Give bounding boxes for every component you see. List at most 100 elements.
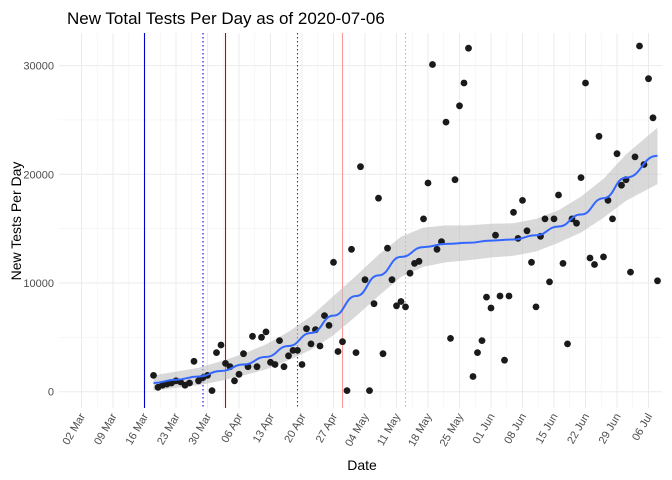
y-axis-ticks: 0 10000 20000 30000	[23, 61, 54, 399]
data-point	[483, 293, 490, 301]
data-point	[415, 257, 423, 265]
data-point	[339, 338, 346, 346]
chart-title: New Total Tests Per Day as of 2020-07-06	[67, 9, 385, 28]
data-point	[636, 42, 643, 50]
data-point	[559, 260, 567, 267]
data-point	[217, 341, 225, 349]
data-point	[249, 332, 256, 340]
data-point	[577, 174, 585, 182]
data-point	[573, 219, 580, 227]
data-point	[280, 363, 288, 371]
data-points	[150, 42, 661, 394]
confidence-band	[153, 127, 658, 391]
data-point	[240, 350, 247, 358]
data-point	[366, 387, 373, 394]
data-point	[613, 150, 621, 158]
data-point	[550, 215, 558, 223]
x-axis-title: Date	[347, 457, 377, 473]
data-point	[555, 191, 562, 199]
data-point	[478, 337, 486, 344]
data-point	[375, 194, 382, 202]
data-point	[528, 258, 535, 266]
data-point	[190, 357, 198, 365]
y-tick-label: 30000	[23, 61, 54, 73]
data-point	[600, 253, 607, 261]
data-point	[451, 176, 459, 184]
data-point	[348, 245, 355, 253]
data-point	[334, 348, 342, 355]
y-axis-title: New Tests Per Day	[8, 162, 24, 281]
data-point	[258, 333, 265, 341]
data-point	[285, 352, 292, 360]
data-point	[501, 356, 508, 364]
y-tick-label: 0	[48, 387, 54, 399]
data-point	[352, 349, 360, 356]
data-point	[208, 387, 216, 394]
data-point	[330, 258, 337, 266]
data-point	[262, 328, 270, 336]
data-point	[654, 277, 661, 285]
data-point	[343, 387, 351, 394]
data-point	[649, 114, 657, 122]
data-point	[325, 322, 333, 329]
data-point	[298, 361, 306, 368]
data-point	[546, 278, 553, 286]
data-point	[645, 75, 652, 83]
data-point	[294, 347, 301, 354]
data-point	[271, 361, 279, 368]
data-point	[397, 298, 405, 305]
data-point	[402, 303, 409, 311]
data-point	[253, 363, 261, 371]
data-point	[361, 276, 369, 284]
data-point	[496, 292, 504, 300]
data-point	[276, 337, 283, 344]
data-point	[433, 245, 441, 253]
data-point	[231, 377, 238, 385]
data-point	[424, 179, 432, 187]
data-point	[523, 227, 531, 235]
data-point	[307, 340, 315, 348]
smooth-trend	[153, 154, 658, 384]
data-point	[357, 163, 364, 171]
data-point	[303, 325, 310, 333]
data-point	[370, 300, 378, 308]
data-point	[564, 340, 571, 348]
data-point	[487, 304, 495, 312]
data-point	[582, 79, 589, 87]
data-point	[186, 379, 193, 387]
data-point	[469, 373, 477, 380]
data-point	[460, 79, 468, 87]
data-point	[609, 215, 616, 223]
data-point	[321, 312, 328, 319]
data-point	[541, 215, 549, 223]
data-point	[510, 208, 517, 216]
data-point	[235, 370, 243, 378]
trend-line	[153, 154, 658, 384]
data-point	[447, 335, 454, 342]
data-point	[595, 132, 603, 140]
data-point	[631, 153, 639, 161]
data-point	[384, 244, 391, 252]
data-point	[519, 197, 526, 204]
data-point	[456, 102, 463, 110]
data-point	[627, 268, 634, 276]
data-point	[150, 372, 157, 379]
data-point	[586, 254, 594, 262]
data-point	[393, 302, 400, 310]
data-point	[213, 349, 220, 356]
data-point	[442, 118, 450, 126]
data-point	[492, 231, 499, 239]
data-point	[420, 215, 427, 223]
confidence-ribbon	[153, 127, 658, 391]
data-point	[532, 303, 540, 311]
data-point	[591, 261, 598, 268]
data-point	[465, 44, 472, 52]
data-point	[505, 292, 513, 300]
data-point	[429, 61, 436, 68]
data-point	[618, 181, 625, 189]
data-point	[474, 349, 481, 356]
y-tick-label: 20000	[23, 169, 54, 181]
